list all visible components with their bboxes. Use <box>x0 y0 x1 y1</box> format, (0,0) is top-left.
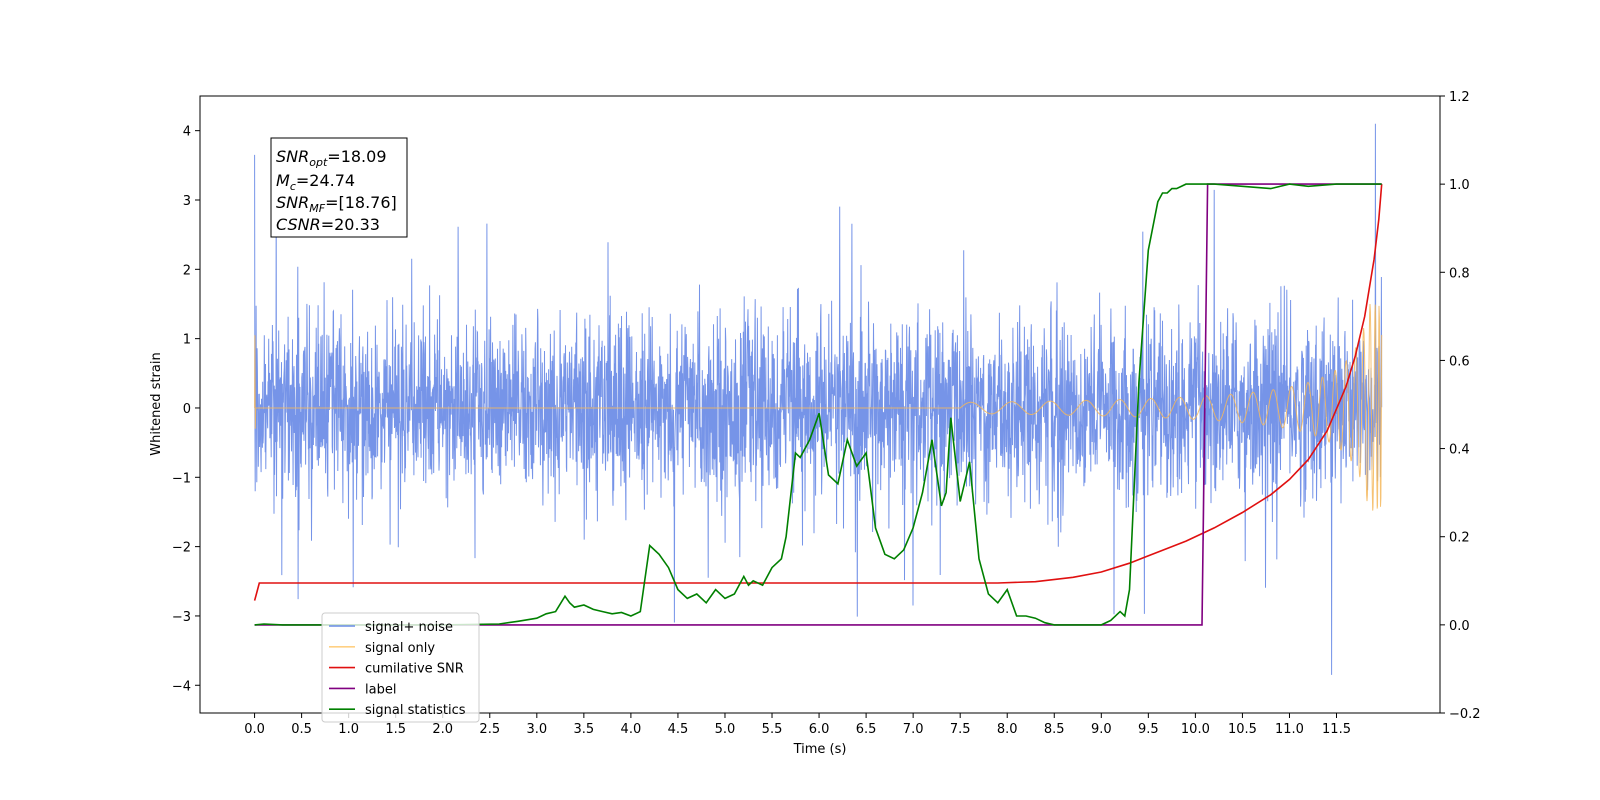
x-axis-label: Time (s) <box>793 742 847 757</box>
x-tick-label: 7.5 <box>950 722 971 737</box>
legend: signal+ noise signal only cumilative SNR la… <box>321 612 480 723</box>
legend-label: cumilative SNR <box>365 662 464 677</box>
y-tick-label: 1 <box>183 333 191 348</box>
y-axis-label: Whitened strain <box>149 352 164 455</box>
annotation-snr-opt-label: SNR <box>276 147 309 166</box>
annotation-snr-opt-sub: opt <box>309 156 328 169</box>
y-tick-label: −4 <box>172 679 191 694</box>
annotation-frame <box>270 137 408 238</box>
x-tick-label: 6.5 <box>856 722 877 737</box>
annotation-snr-mf-sub: MF <box>309 202 325 215</box>
axes-frame <box>199 95 1441 714</box>
y-tick-label: 2 <box>183 263 191 278</box>
legend-frame <box>321 612 480 723</box>
annotation-snr-mf-label: SNR <box>276 193 309 212</box>
x-tick-label: 8.5 <box>1044 722 1065 737</box>
x-tick-label: 2.5 <box>479 722 500 737</box>
x-tick-label: 9.0 <box>1091 722 1112 737</box>
x-tick-label: 5.5 <box>762 722 783 737</box>
right-y-axis-ticks: 1.2 1.0 0.8 0.6 0.4 0.2 0.0 −0.2 <box>1440 90 1481 722</box>
y-axis-ticks: 4 3 2 1 0 −1 −2 −3 −4 <box>172 125 200 694</box>
y2-tick-label: 0.6 <box>1449 354 1470 369</box>
annotation-csnr: CSNR=20.33 <box>276 215 380 234</box>
y-tick-label: 3 <box>183 194 191 209</box>
x-tick-label: 1.0 <box>338 722 359 737</box>
legend-label: signal only <box>365 641 435 656</box>
annotation-mc-value: =24.74 <box>296 171 355 190</box>
annotation-csnr-value: =20.33 <box>321 215 380 234</box>
x-tick-label: 3.5 <box>574 722 595 737</box>
x-axis-ticks: 0.0 0.5 1.0 1.5 2.0 2.5 3.0 3.5 4.0 4.5 5.0 5.5 6.0 6… <box>244 713 1351 737</box>
annotation-mc-sub: c <box>290 180 296 193</box>
annotation-snr-opt-value: =18.09 <box>327 147 386 166</box>
legend-label: signal statistics <box>365 703 466 718</box>
x-tick-label: 11.5 <box>1322 722 1351 737</box>
x-tick-label: 4.5 <box>668 722 689 737</box>
x-tick-label: 0.0 <box>244 722 265 737</box>
x-tick-label: 11.0 <box>1275 722 1304 737</box>
y-tick-label: −1 <box>172 471 191 486</box>
x-tick-label: 5.0 <box>715 722 736 737</box>
y2-tick-label: 0.8 <box>1449 266 1470 281</box>
x-tick-label: 7.0 <box>903 722 924 737</box>
annotation-snr-mf-value: =[18.76] <box>325 193 397 212</box>
y-tick-label: 0 <box>183 402 191 417</box>
x-tick-label: 10.0 <box>1181 722 1210 737</box>
x-tick-label: 2.0 <box>432 722 453 737</box>
legend-label: signal+ noise <box>365 620 453 635</box>
annotation-mc: Mc=24.74 <box>276 171 355 193</box>
annotation-mc-label: M <box>276 171 290 190</box>
x-tick-label: 0.5 <box>291 722 312 737</box>
signal-statistics-line <box>254 183 1382 626</box>
y2-tick-label: 0.4 <box>1449 443 1470 458</box>
y2-tick-label: 0.2 <box>1449 531 1470 546</box>
y-tick-label: −3 <box>172 610 191 625</box>
x-tick-label: 10.5 <box>1228 722 1257 737</box>
legend-label: label <box>365 682 396 697</box>
x-tick-label: 9.5 <box>1138 722 1159 737</box>
signal-only-line <box>254 303 1383 511</box>
annotation-csnr-label: CSNR <box>276 215 321 234</box>
y-tick-label: −2 <box>172 541 191 556</box>
y2-tick-label: 1.2 <box>1449 90 1470 105</box>
y2-tick-label: 0.0 <box>1449 619 1470 634</box>
annotation-snr-mf: SNRMF=[18.76] <box>276 193 397 215</box>
y-tick-label: 4 <box>183 125 191 140</box>
x-tick-label: 6.0 <box>809 722 830 737</box>
cumulative-snr-line <box>253 184 1383 601</box>
y2-tick-label: 1.0 <box>1449 178 1470 193</box>
annotation-snr-opt: SNRopt=18.09 <box>276 147 387 169</box>
x-tick-label: 3.0 <box>526 722 547 737</box>
plot-area <box>253 123 1383 675</box>
x-tick-label: 1.5 <box>385 722 406 737</box>
y2-tick-label: −0.2 <box>1449 707 1481 722</box>
x-tick-label: 4.0 <box>621 722 642 737</box>
annotation-box: SNRopt=18.09 Mc=24.74 SNRMF=[18.76] CSNR… <box>270 137 408 238</box>
x-tick-label: 8.0 <box>997 722 1018 737</box>
